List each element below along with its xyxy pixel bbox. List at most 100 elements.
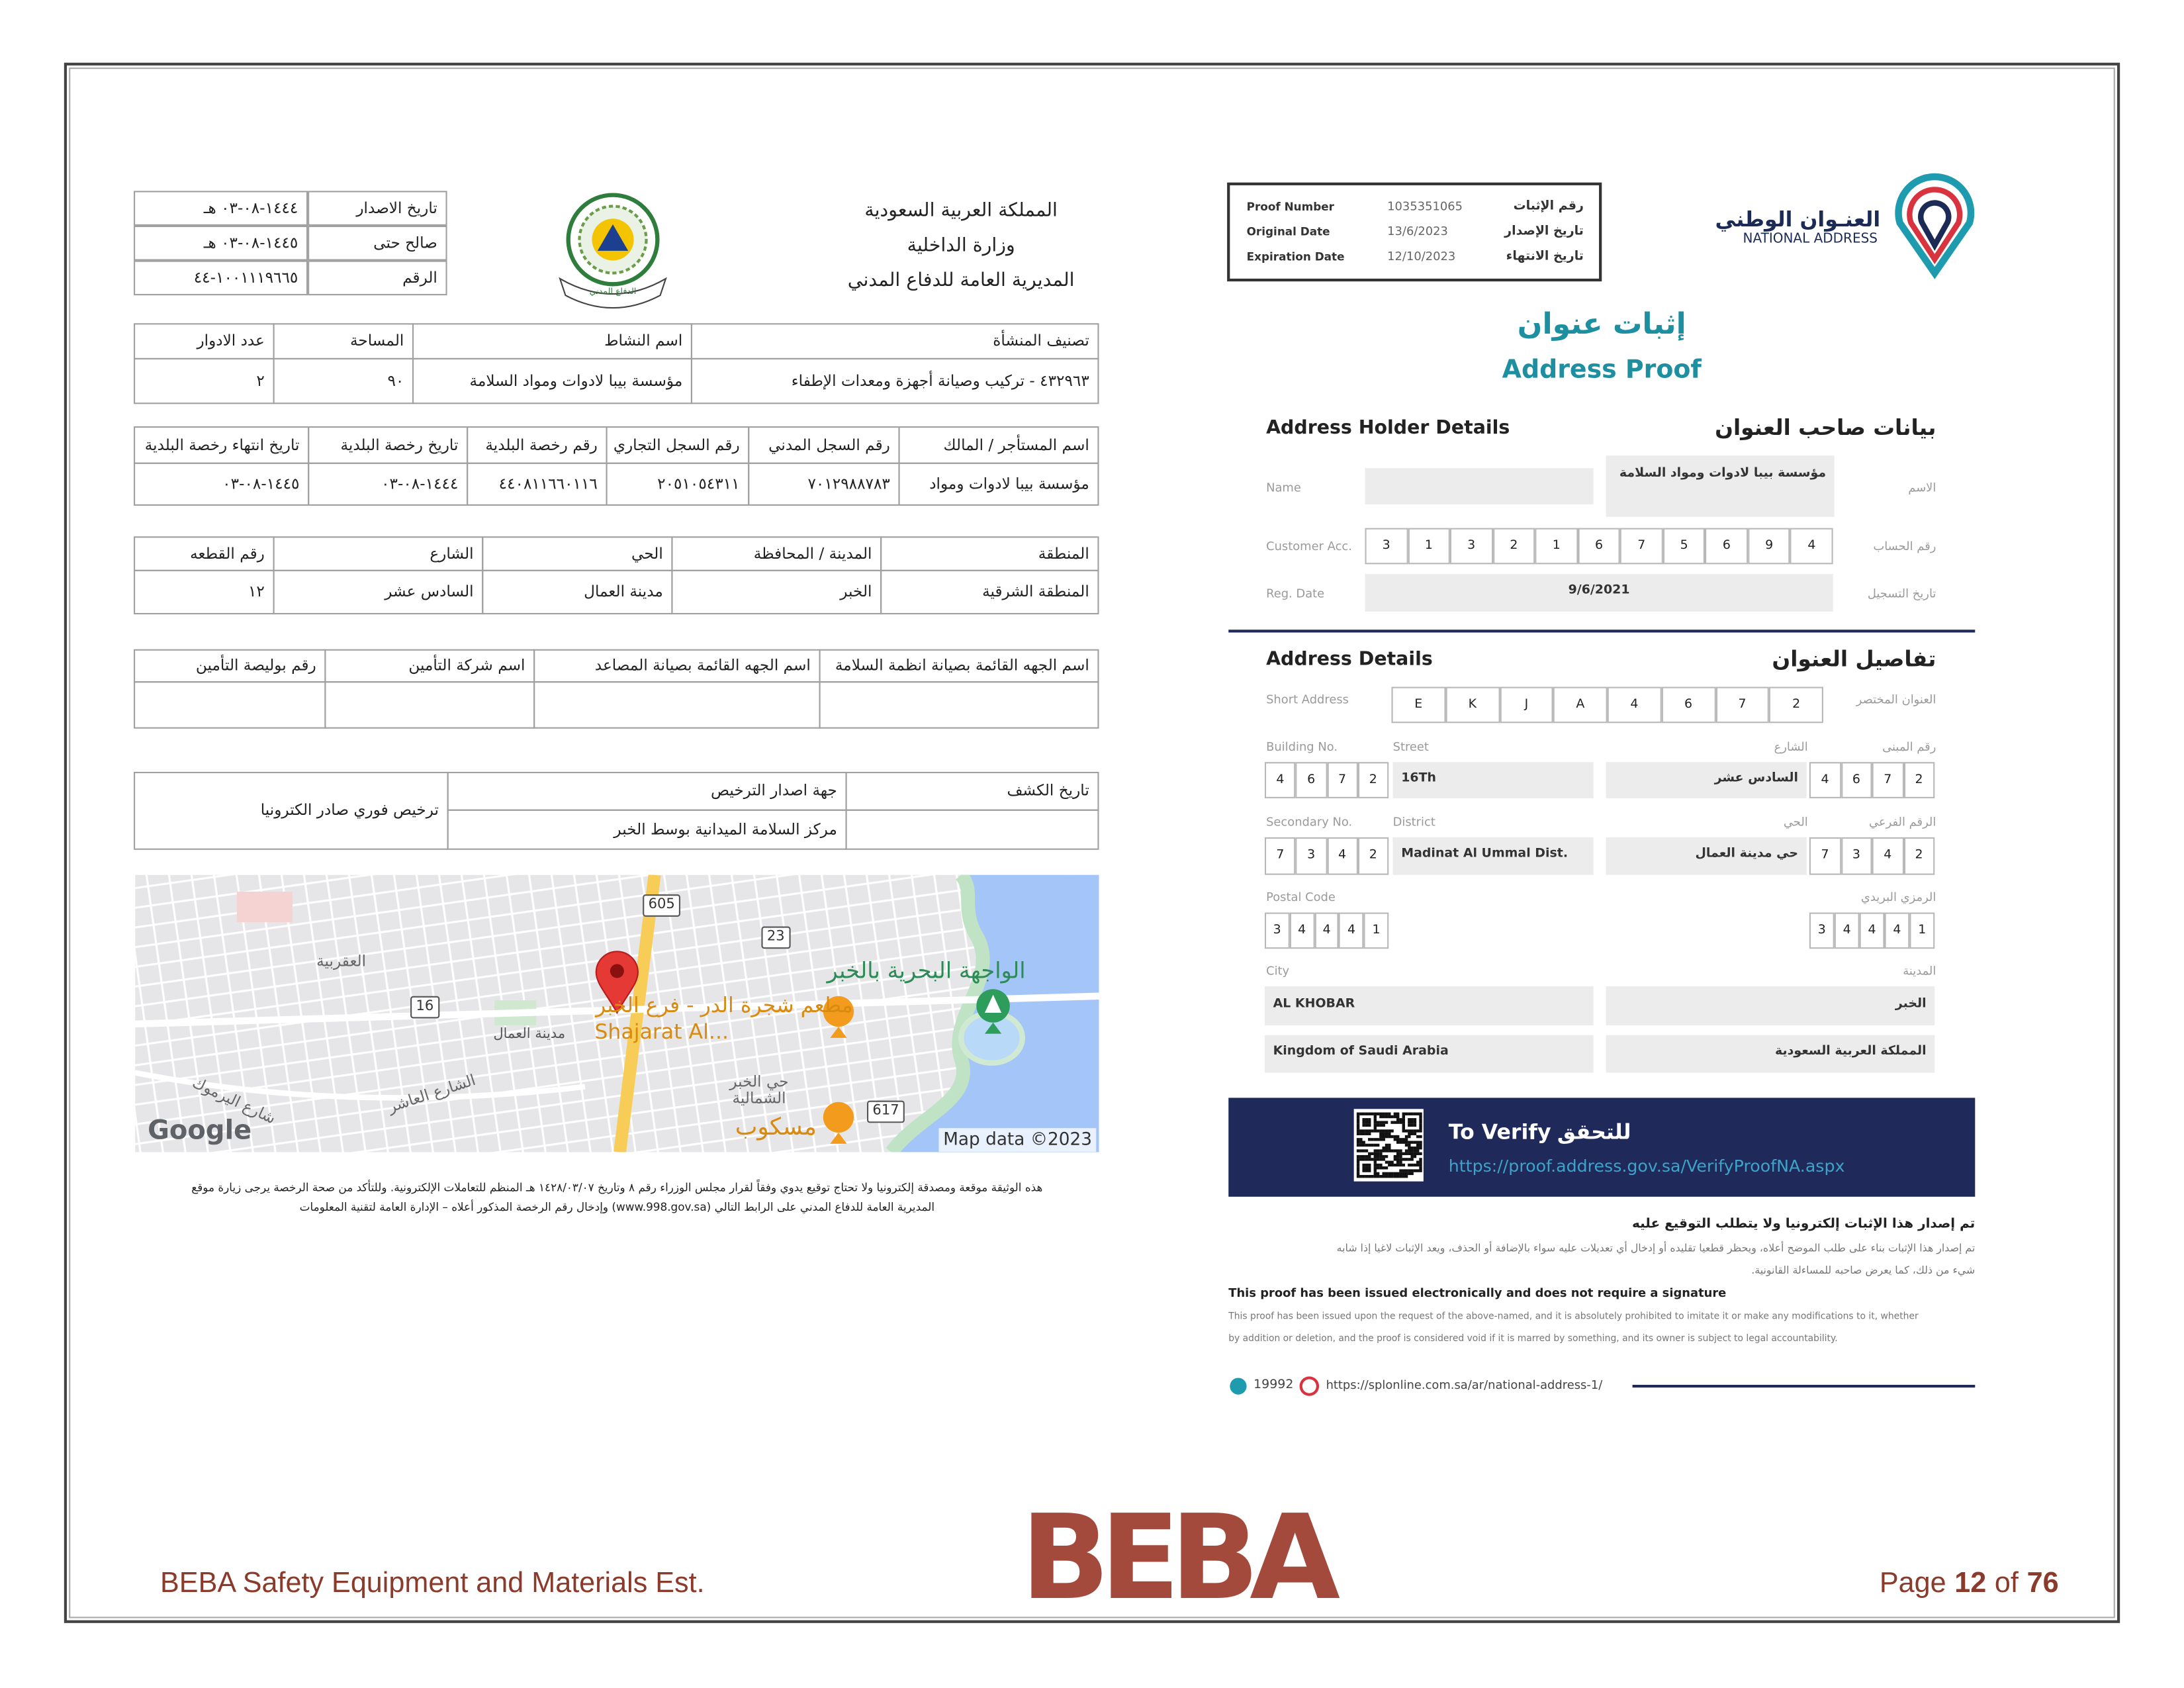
- qr-module: [1408, 1172, 1411, 1176]
- qr-module: [1385, 1166, 1388, 1170]
- qr-module: [1379, 1112, 1383, 1115]
- qr-module: [1362, 1123, 1365, 1127]
- qr-module: [1416, 1143, 1420, 1147]
- qr-module: [1410, 1169, 1414, 1172]
- qr-module: [1388, 1132, 1391, 1135]
- qr-module: [1408, 1163, 1411, 1167]
- qr-module: [1362, 1158, 1365, 1161]
- verify-label-ar: للتحقق: [1557, 1119, 1631, 1145]
- table-cell: ٢: [134, 357, 275, 404]
- qr-module: [1376, 1163, 1380, 1167]
- qr-module: [1356, 1129, 1360, 1133]
- qr-module: [1413, 1141, 1417, 1144]
- qr-module: [1362, 1129, 1365, 1133]
- digit-cell: 2: [1492, 528, 1535, 565]
- qr-module: [1419, 1152, 1422, 1156]
- qr-module: [1404, 1152, 1408, 1156]
- qr-module: [1368, 1152, 1371, 1156]
- qr-module: [1362, 1149, 1365, 1152]
- field: السادس عشر: [1606, 762, 1807, 798]
- qr-module: [1419, 1121, 1422, 1124]
- section-heading: Address Details: [1266, 648, 1433, 671]
- qr-module: [1359, 1158, 1363, 1161]
- qr-module: [1379, 1135, 1383, 1139]
- qr-module: [1376, 1166, 1380, 1170]
- frame: [64, 62, 2120, 1623]
- field-label: Street: [1392, 741, 1429, 755]
- qr-module: [1376, 1143, 1380, 1147]
- header-line: المملكة العربية السعودية: [864, 199, 1058, 222]
- qr-module: [1365, 1123, 1369, 1127]
- section-heading: Address Holder Details: [1266, 416, 1510, 440]
- qr-module: [1419, 1135, 1422, 1139]
- table-cell: ٤٤٠٨١١٦٦٠١١٦: [467, 462, 608, 506]
- qr-module: [1399, 1174, 1402, 1178]
- digit-cell: K: [1445, 686, 1500, 724]
- page-number: Page 12 of 76: [1879, 1567, 2059, 1599]
- field-label: رقم المبنى: [1882, 741, 1936, 755]
- table-cell: مدينة العمال: [482, 569, 673, 615]
- qr-module: [1402, 1118, 1405, 1121]
- field: [1365, 468, 1594, 504]
- page-label: Page: [1879, 1567, 1946, 1599]
- qr-module: [1382, 1138, 1385, 1141]
- digit-cell: 2: [1769, 686, 1823, 724]
- field-label: العنوان المختصر: [1856, 693, 1936, 708]
- field-label: رقم الحساب: [1873, 540, 1936, 555]
- qr-module: [1399, 1152, 1402, 1156]
- qr-module: [1402, 1172, 1405, 1176]
- qr-module: [1373, 1112, 1377, 1115]
- qr-module: [1359, 1141, 1363, 1144]
- qr-module: [1399, 1149, 1402, 1152]
- digit-cell: 4: [1834, 912, 1860, 949]
- qr-module: [1419, 1169, 1422, 1172]
- table-header-cell: تصنيف المنشأة: [690, 323, 1099, 359]
- qr-module: [1393, 1112, 1397, 1115]
- note-title-en: This proof has been issued electronicall…: [1228, 1287, 1727, 1301]
- qr-module: [1356, 1169, 1360, 1172]
- info-label: تاريخ الاصدار: [308, 191, 447, 226]
- qr-module: [1404, 1138, 1408, 1141]
- qr-module: [1402, 1112, 1405, 1115]
- qr-module: [1368, 1154, 1371, 1158]
- qr-module: [1376, 1121, 1380, 1124]
- qr-module: [1362, 1118, 1365, 1121]
- qr-module: [1419, 1126, 1422, 1130]
- digit-cell: 2: [1903, 762, 1935, 798]
- qr-module: [1365, 1129, 1369, 1133]
- field-label: الرقم الفرعي: [1868, 816, 1936, 830]
- digit-cell: 6: [1295, 762, 1327, 798]
- qr-pattern: [1356, 1112, 1422, 1178]
- qr-module: [1393, 1172, 1397, 1176]
- qr-module: [1356, 1166, 1360, 1170]
- map-place: مسكوب: [735, 1113, 817, 1142]
- qr-module: [1402, 1152, 1405, 1156]
- section-heading-ar: تفاصيل العنوان: [1772, 647, 1936, 672]
- qr-module: [1365, 1154, 1369, 1158]
- qr-module: [1376, 1152, 1380, 1156]
- table-cell: [533, 681, 821, 729]
- field-label: Customer Acc.: [1266, 540, 1352, 555]
- qr-module: [1410, 1158, 1414, 1161]
- qr-module: [1362, 1143, 1365, 1147]
- proof-label-ar: رقم الإثبات: [1513, 200, 1584, 214]
- qr-module: [1402, 1141, 1405, 1144]
- qr-module: [1382, 1149, 1385, 1152]
- title-en: Address Proof: [1502, 355, 1702, 385]
- field-label: المدينة: [1903, 964, 1936, 980]
- qr-module: [1359, 1129, 1363, 1133]
- qr-module: [1396, 1154, 1400, 1158]
- digit-cell: 9: [1748, 528, 1791, 565]
- field: الخبر: [1606, 986, 1935, 1025]
- field-label: الاسم: [1908, 481, 1936, 496]
- field-label: الرمزي البريدي: [1860, 891, 1936, 906]
- table-cell: [134, 681, 326, 729]
- qr-module: [1373, 1152, 1377, 1156]
- qr-module: [1413, 1118, 1417, 1121]
- qr-module: [1365, 1121, 1369, 1124]
- qr-module: [1385, 1115, 1388, 1119]
- qr-module: [1396, 1138, 1400, 1141]
- qr-module: [1356, 1138, 1360, 1141]
- qr-module: [1408, 1141, 1411, 1144]
